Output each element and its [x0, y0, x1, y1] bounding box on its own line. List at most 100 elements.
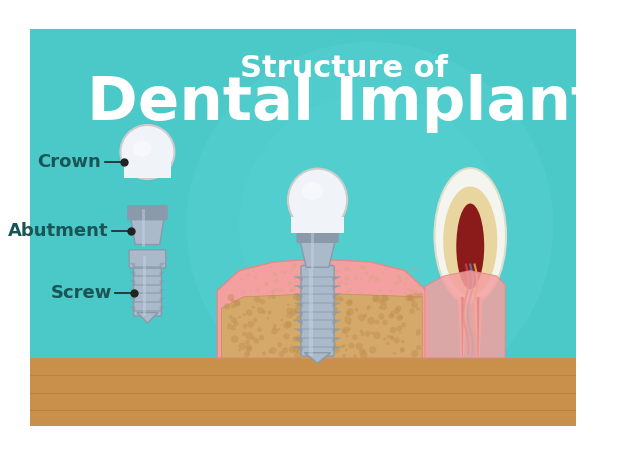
Circle shape	[239, 343, 246, 350]
Circle shape	[262, 351, 266, 356]
Circle shape	[374, 277, 379, 282]
Circle shape	[292, 269, 294, 271]
Polygon shape	[295, 338, 303, 342]
Circle shape	[264, 282, 268, 286]
Circle shape	[245, 332, 253, 339]
Circle shape	[370, 293, 372, 295]
Circle shape	[394, 338, 399, 344]
Text: Crown: Crown	[38, 153, 101, 172]
Circle shape	[408, 288, 412, 292]
Circle shape	[352, 334, 357, 340]
Polygon shape	[332, 329, 341, 334]
Text: Abutment: Abutment	[8, 222, 108, 239]
Circle shape	[294, 263, 297, 267]
Circle shape	[233, 300, 240, 307]
Ellipse shape	[434, 168, 506, 303]
Circle shape	[332, 307, 338, 312]
Circle shape	[394, 265, 398, 268]
Circle shape	[396, 306, 401, 312]
Polygon shape	[295, 294, 303, 298]
Circle shape	[310, 266, 312, 269]
Circle shape	[386, 341, 390, 345]
Circle shape	[373, 295, 381, 303]
Circle shape	[344, 316, 347, 319]
Circle shape	[324, 329, 327, 333]
Circle shape	[253, 265, 256, 268]
Circle shape	[289, 288, 294, 293]
Polygon shape	[295, 312, 303, 316]
Circle shape	[344, 317, 352, 324]
Circle shape	[347, 327, 351, 331]
Circle shape	[396, 325, 402, 331]
Circle shape	[367, 305, 371, 309]
Circle shape	[341, 279, 344, 282]
Circle shape	[290, 270, 292, 272]
Circle shape	[324, 276, 326, 278]
Circle shape	[334, 269, 339, 274]
Circle shape	[416, 331, 420, 336]
Circle shape	[371, 332, 374, 335]
Circle shape	[331, 294, 336, 300]
Circle shape	[416, 290, 419, 293]
Circle shape	[307, 335, 313, 341]
Circle shape	[244, 351, 250, 357]
Circle shape	[252, 306, 255, 308]
Circle shape	[319, 278, 321, 280]
Circle shape	[379, 306, 381, 309]
Circle shape	[326, 329, 329, 331]
Circle shape	[346, 334, 349, 338]
Circle shape	[238, 349, 241, 351]
Circle shape	[380, 303, 387, 310]
Circle shape	[268, 296, 271, 298]
Circle shape	[367, 317, 375, 324]
Circle shape	[394, 281, 399, 285]
Circle shape	[271, 291, 273, 293]
Circle shape	[224, 303, 230, 309]
Circle shape	[274, 288, 278, 292]
Polygon shape	[332, 320, 341, 325]
Circle shape	[290, 287, 295, 292]
Ellipse shape	[288, 169, 347, 232]
Polygon shape	[332, 277, 341, 281]
Circle shape	[295, 273, 299, 277]
Polygon shape	[295, 286, 303, 290]
Polygon shape	[160, 298, 166, 302]
Polygon shape	[332, 294, 341, 298]
Circle shape	[310, 282, 313, 285]
Circle shape	[294, 352, 302, 359]
Circle shape	[355, 275, 358, 278]
Circle shape	[365, 331, 371, 337]
Circle shape	[416, 345, 421, 350]
Circle shape	[234, 300, 240, 306]
Circle shape	[411, 289, 416, 293]
Circle shape	[396, 314, 403, 321]
Circle shape	[280, 318, 283, 322]
Circle shape	[408, 288, 409, 291]
Circle shape	[259, 288, 260, 290]
Circle shape	[409, 308, 414, 314]
Circle shape	[380, 294, 388, 302]
Circle shape	[329, 341, 336, 349]
Circle shape	[361, 332, 365, 336]
Circle shape	[292, 336, 298, 342]
Polygon shape	[29, 358, 576, 426]
Circle shape	[274, 272, 278, 277]
Circle shape	[231, 317, 237, 323]
Circle shape	[309, 290, 311, 293]
Circle shape	[368, 280, 371, 283]
Circle shape	[233, 321, 239, 327]
Circle shape	[368, 275, 372, 280]
Circle shape	[295, 303, 303, 311]
Circle shape	[399, 315, 403, 320]
Circle shape	[344, 276, 349, 281]
Circle shape	[347, 322, 351, 325]
Circle shape	[296, 315, 302, 321]
Circle shape	[268, 311, 272, 314]
Circle shape	[360, 277, 362, 280]
Circle shape	[416, 329, 421, 333]
Circle shape	[231, 303, 235, 308]
Polygon shape	[160, 307, 166, 311]
Circle shape	[281, 276, 283, 278]
Circle shape	[257, 307, 264, 314]
Circle shape	[309, 346, 314, 351]
